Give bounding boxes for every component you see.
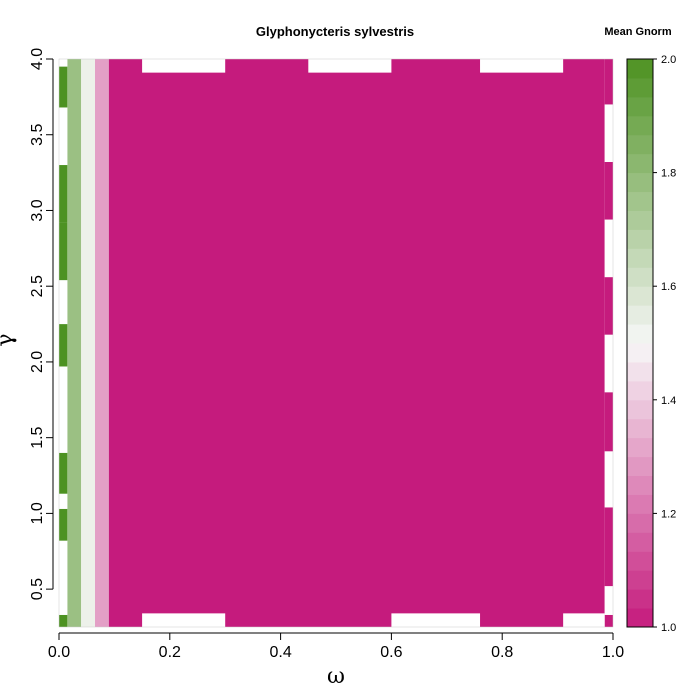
heatmap-cell	[59, 508, 68, 541]
heatmap-cell	[604, 507, 613, 587]
colorbar-swatch	[627, 551, 653, 571]
heatmap-cell	[59, 280, 68, 325]
axes: 0.0 0.2 0.4 0.6 0.8 1.0 0.5 1.0 1.5 2.0 2.5 3.0 3.5 4…	[29, 48, 624, 661]
colorbar-swatch	[627, 172, 653, 193]
x-tick-label: 0.6	[380, 644, 402, 661]
heatmap-cell	[59, 59, 68, 67]
heatmap-cell	[108, 59, 605, 627]
y-tick-label: 3.0	[29, 199, 46, 221]
heatmap-cells	[59, 59, 613, 627]
y-tick-label: 0.5	[29, 578, 46, 600]
heatmap-cell-missing	[391, 613, 481, 627]
heatmap-cell	[59, 222, 68, 281]
y-tick-label: 1.5	[29, 426, 46, 448]
x-tick-label: 0.0	[48, 644, 70, 661]
heatmap-cell	[81, 59, 96, 627]
heatmap-cell	[95, 59, 109, 627]
x-axis-label: ω	[327, 664, 345, 689]
heatmap-cell	[59, 107, 68, 166]
heatmap-cell-missing	[480, 59, 564, 73]
heatmap-cell	[604, 277, 613, 335]
heatmap-cell	[604, 59, 613, 105]
y-tick-label: 1.0	[29, 502, 46, 524]
colorbar-swatch	[627, 77, 653, 98]
colorbar-tick-label: 2.0	[661, 54, 676, 66]
colorbar-swatch	[627, 324, 653, 344]
x-tick-label: 1.0	[602, 644, 624, 661]
heatmap-cell	[604, 104, 613, 162]
heatmap-cell	[59, 366, 68, 453]
colorbar-swatch	[627, 191, 653, 211]
x-tick-label: 0.4	[269, 644, 291, 661]
colorbar-swatch	[627, 532, 653, 552]
plot-frame	[58, 58, 614, 628]
colorbar-frame	[626, 58, 654, 628]
x-tick-label: 0.8	[491, 644, 513, 661]
colorbar-swatch	[627, 589, 653, 609]
heatmap-cell-missing	[142, 613, 226, 627]
colorbar-swatch	[627, 494, 653, 514]
heatmap-cell-missing	[142, 59, 226, 73]
colorbar-swatch	[627, 96, 653, 117]
colorbar-swatch	[627, 153, 653, 174]
colorbar-tick-label: 1.0	[661, 622, 676, 634]
heatmap-cell	[604, 586, 613, 615]
y-tick-label: 2.0	[29, 351, 46, 373]
y-tick-label: 4.0	[29, 48, 46, 70]
colorbar-swatch	[627, 418, 653, 439]
colorbar-swatch	[627, 115, 653, 136]
heatmap-cell	[59, 452, 68, 494]
heatmap-cell-missing	[563, 613, 605, 627]
heatmap-cell	[59, 540, 68, 615]
heatmap-cell	[59, 614, 68, 627]
heatmap-cell	[604, 451, 613, 508]
heatmap-cell-missing	[308, 59, 392, 73]
colorbar-swatch	[627, 570, 653, 590]
colorbar-tick-label: 1.8	[661, 168, 676, 180]
colorbar: 1.0 1.2 1.4 1.6 1.8 2.0	[626, 54, 676, 634]
colorbar-swatch	[627, 59, 653, 79]
heatmap-cell	[604, 392, 613, 452]
heatmap-cell	[604, 614, 613, 627]
colorbar-swatch	[627, 437, 653, 458]
colorbar-tick-label: 1.4	[661, 395, 676, 407]
y-axis-label: γ	[0, 333, 18, 346]
colorbar-swatch	[627, 267, 653, 287]
y-tick-label: 3.5	[29, 124, 46, 146]
colorbar-swatch	[627, 343, 653, 363]
chart-title: Glyphonycteris sylvestris	[256, 24, 414, 39]
heatmap-cell	[59, 66, 68, 108]
colorbar-tick-label: 1.2	[661, 508, 676, 520]
heatmap-cell	[59, 165, 68, 223]
colorbar-swatch	[627, 513, 653, 533]
colorbar-swatch	[627, 608, 653, 628]
x-tick-label: 0.2	[159, 644, 181, 661]
colorbar-swatch	[627, 210, 653, 230]
colorbar-swatch	[627, 361, 653, 382]
heatmap-cell	[604, 334, 613, 393]
heatmap-cell	[604, 161, 613, 220]
colorbar-title: Mean Gnorm	[604, 26, 671, 38]
y-tick-label: 2.5	[29, 275, 46, 297]
colorbar-tick-label: 1.6	[661, 281, 676, 293]
colorbar-swatch	[627, 134, 653, 155]
colorbar-swatch	[627, 286, 653, 306]
colorbar-swatch	[627, 456, 653, 477]
colorbar-swatch	[627, 399, 653, 420]
heatmap-cell	[59, 493, 68, 509]
colorbar-swatch	[627, 380, 653, 401]
heatmap-cell	[59, 324, 68, 367]
heatmap-cell	[604, 219, 613, 278]
colorbar-swatch	[627, 248, 653, 268]
colorbar-swatch	[627, 475, 653, 495]
heatmap-cell	[67, 59, 82, 627]
colorbar-swatch	[627, 229, 653, 249]
colorbar-swatch	[627, 305, 653, 325]
